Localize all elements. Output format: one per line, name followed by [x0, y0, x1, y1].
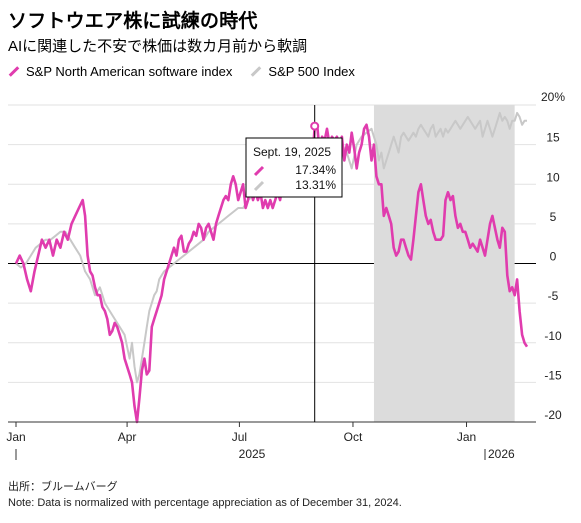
note-text: Note: Data is normalized with percentage…: [8, 497, 402, 509]
x-tick-label: Jul: [232, 430, 247, 444]
y-tick-label: -15: [544, 368, 562, 382]
year-label: 2025: [239, 447, 266, 461]
y-tick-label: -10: [544, 329, 562, 343]
chart-title: ソフトウエア株に試練の時代: [8, 11, 258, 32]
legend-item-sp500: S&P 500 Index: [250, 64, 355, 79]
cursor-marker: [310, 121, 320, 131]
line-chart: 20% 15 10 5 0 -5 -10 -15 -20 Jan Apr Jul Oct Jan 2025 2…: [6, 90, 565, 461]
tooltip-date: Sept. 19, 2025: [253, 145, 331, 159]
y-tick-label: 5: [550, 210, 557, 224]
tooltip-value-software: 17.34%: [295, 163, 336, 177]
y-tick-label: 10: [546, 170, 560, 184]
y-tick-label: 20%: [541, 90, 565, 104]
x-tick-label: Jan: [457, 430, 476, 444]
tooltip-swatch-sp500: [253, 180, 265, 192]
source-text: 出所：ブルームバーグ: [8, 481, 118, 493]
tooltip-value-sp500: 13.31%: [295, 178, 336, 192]
tick-labels: 20% 15 10 5 0 -5 -10 -15 -20 Jan Apr Jul Oct Jan 2025 2…: [6, 90, 565, 461]
y-tick-label: 0: [550, 250, 557, 264]
x-tick-label: Apr: [118, 430, 137, 444]
legend-label-sp500: S&P 500 Index: [268, 64, 355, 79]
tooltip: Sept. 19, 2025 17.34% 13.31%: [245, 105, 343, 422]
y-tick-label: -5: [548, 289, 559, 303]
x-tick-label: Jan: [6, 430, 25, 444]
year-label: 2026: [488, 447, 515, 461]
shaded-region: [373, 105, 515, 422]
legend: S&P North American software index S&P 50…: [8, 64, 355, 79]
legend-label-software: S&P North American software index: [26, 64, 233, 79]
chart-subtitle: AIに関連した不安で株価は数カ月前から軟調: [8, 38, 308, 55]
tooltip-swatch-software: [253, 165, 265, 177]
y-tick-label: 15: [546, 131, 560, 145]
y-tick-label: -20: [544, 408, 562, 422]
x-tick-label: Oct: [344, 430, 363, 444]
legend-item-software: S&P North American software index: [8, 64, 232, 79]
